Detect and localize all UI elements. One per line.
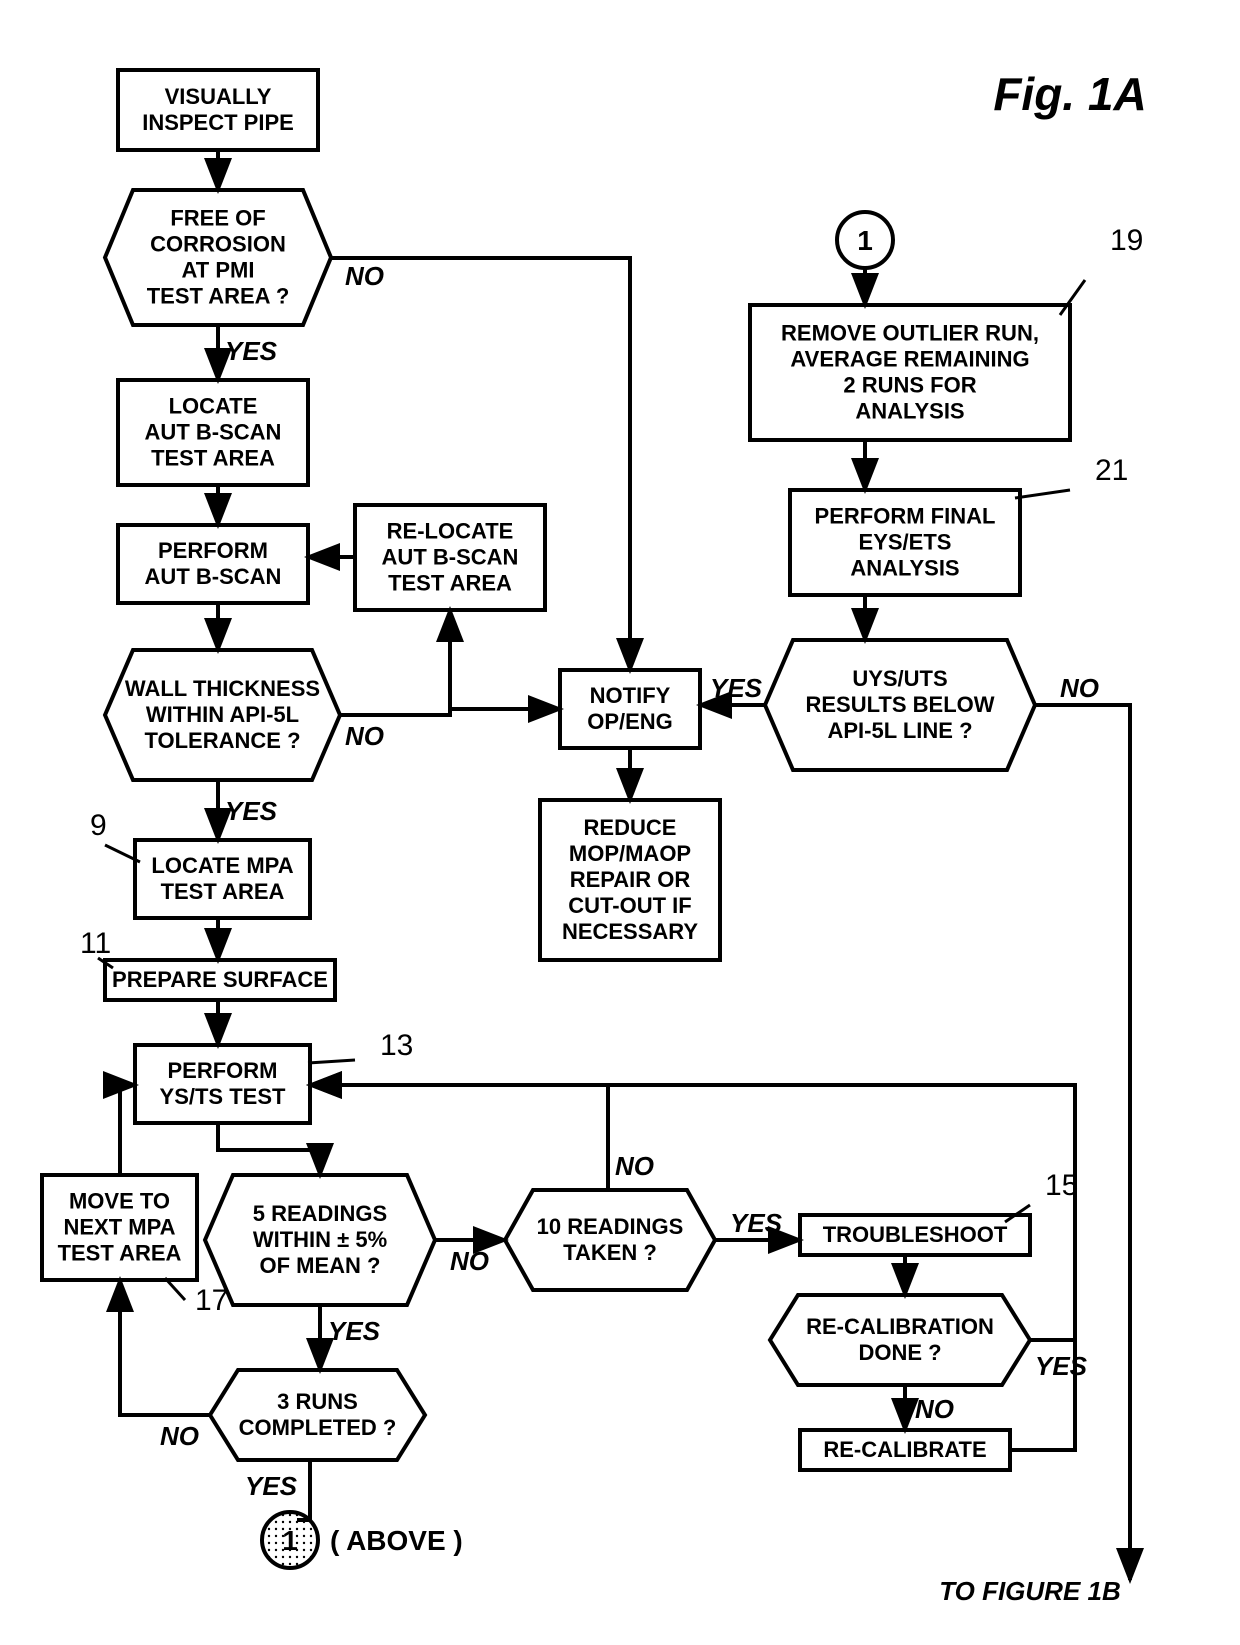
svg-text:PERFORMAUT B-SCAN: PERFORMAUT B-SCAN	[145, 538, 282, 589]
edge-label-6: NO	[345, 721, 384, 751]
node-n_5read: 5 READINGSWITHIN ± 5%OF MEAN ?	[205, 1175, 435, 1305]
edge-label-20: YES	[730, 1208, 783, 1238]
svg-text:RE-CALIBRATE: RE-CALIBRATE	[823, 1437, 986, 1462]
node-n_prep: PREPARE SURFACE	[105, 960, 335, 1000]
footer-link: TO FIGURE 1B	[939, 1576, 1121, 1606]
figure-title: Fig. 1A	[993, 68, 1146, 120]
node-n_reduce: REDUCEMOP/MAOPREPAIR ORCUT-OUT IFNECESSA…	[540, 800, 720, 960]
svg-text:( ABOVE ): ( ABOVE )	[330, 1525, 463, 1556]
edge-17	[218, 1123, 320, 1175]
svg-text:VISUALLYINSPECT PIPE: VISUALLYINSPECT PIPE	[142, 84, 294, 135]
node-n_recal: RE-CALIBRATE	[800, 1430, 1010, 1470]
ref-label-15: 15	[1045, 1169, 1078, 1202]
edge-label-18: NO	[450, 1246, 489, 1276]
svg-text:PERFORMYS/TS TEST: PERFORMYS/TS TEST	[160, 1058, 286, 1109]
svg-text:5 READINGSWITHIN ± 5%OF MEAN ?: 5 READINGSWITHIN ± 5%OF MEAN ?	[253, 1201, 387, 1278]
node-n_perform: PERFORMAUT B-SCAN	[118, 525, 308, 603]
edge-label-26: NO	[160, 1421, 199, 1451]
svg-text:WALL THICKNESSWITHIN API-5LTOL: WALL THICKNESSWITHIN API-5LTOLERANCE ?	[125, 676, 320, 753]
edge-label-15: YES	[710, 673, 763, 703]
edge-label-25: YES	[328, 1316, 381, 1346]
ref-label-17: 17	[195, 1284, 228, 1317]
ref-label-9: 9	[90, 809, 107, 842]
node-n_c1bot: 1 ( ABOVE )	[262, 1512, 463, 1568]
edge-label-22: NO	[915, 1394, 954, 1424]
svg-text:PREPARE SURFACE: PREPARE SURFACE	[112, 967, 328, 992]
svg-text:1: 1	[282, 1525, 298, 1556]
ref-label-11: 11	[80, 927, 111, 960]
node-n_visual: VISUALLYINSPECT PIPE	[118, 70, 318, 150]
node-n_free: FREE OFCORROSIONAT PMITEST AREA ?	[105, 190, 331, 325]
ref-label-13: 13	[380, 1029, 413, 1062]
svg-text:RE-LOCATEAUT B-SCANTEST AREA: RE-LOCATEAUT B-SCANTEST AREA	[382, 519, 519, 596]
node-n_uys: UYS/UTSRESULTS BELOWAPI-5L LINE ?	[765, 640, 1035, 770]
edge-6	[340, 610, 450, 715]
edge-24	[1010, 1085, 1075, 1450]
edge-27	[120, 1085, 135, 1175]
edge-label-2: NO	[345, 261, 384, 291]
edge-28	[297, 1460, 310, 1520]
edge-label-1: YES	[225, 336, 278, 366]
node-n_ysts: PERFORMYS/TS TEST	[135, 1045, 310, 1123]
svg-text:LOCATE MPATEST AREA: LOCATE MPATEST AREA	[151, 853, 293, 904]
node-n_move: MOVE TONEXT MPATEST AREA	[42, 1175, 197, 1280]
node-n_wall: WALL THICKNESSWITHIN API-5LTOLERANCE ?	[105, 650, 340, 780]
node-n_10read: 10 READINGSTAKEN ?	[505, 1190, 715, 1290]
node-n_notify: NOTIFYOP/ENG	[560, 670, 700, 748]
node-n_mpa: LOCATE MPATEST AREA	[135, 840, 310, 918]
node-n_recalq: RE-CALIBRATIONDONE ?	[770, 1295, 1030, 1385]
node-n_3runs: 3 RUNSCOMPLETED ?	[210, 1370, 425, 1460]
node-n_locate: LOCATEAUT B-SCANTEST AREA	[118, 380, 308, 485]
node-n_c1top: 1	[837, 212, 893, 268]
edge-label-16: NO	[1060, 673, 1099, 703]
node-n_trouble: TROUBLESHOOT	[800, 1215, 1030, 1255]
svg-text:NOTIFYOP/ENG: NOTIFYOP/ENG	[587, 683, 673, 734]
svg-text:MOVE TONEXT MPATEST AREA: MOVE TONEXT MPATEST AREA	[58, 1189, 182, 1266]
node-n_final: PERFORM FINALEYS/ETSANALYSIS	[790, 490, 1020, 595]
ref-label-21: 21	[1095, 454, 1128, 487]
svg-text:1: 1	[857, 225, 873, 256]
edge-label-23: YES	[1035, 1351, 1088, 1381]
node-n_relocate: RE-LOCATEAUT B-SCANTEST AREA	[355, 505, 545, 610]
node-n_remove: REMOVE OUTLIER RUN,AVERAGE REMAINING2 RU…	[750, 305, 1070, 440]
edge-label-19: NO	[615, 1151, 654, 1181]
svg-text:TROUBLESHOOT: TROUBLESHOOT	[823, 1222, 1008, 1247]
ref-label-19: 19	[1110, 224, 1143, 257]
edge-label-8: YES	[225, 796, 278, 826]
edge-label-28: YES	[245, 1471, 298, 1501]
